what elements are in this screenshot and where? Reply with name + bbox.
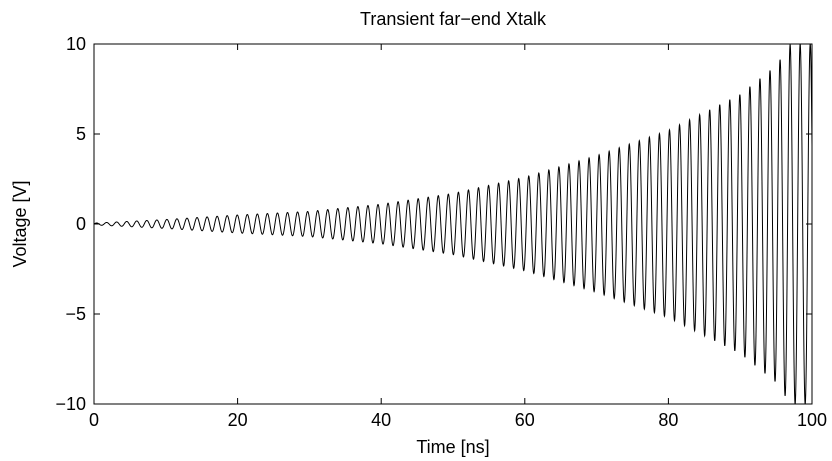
x-tick-label: 0	[89, 410, 99, 430]
x-tick-label: 60	[515, 410, 535, 430]
y-tick-label: −5	[65, 304, 86, 324]
x-tick-label: 100	[797, 410, 827, 430]
x-tick-label: 20	[228, 410, 248, 430]
y-tick-label: −10	[55, 394, 86, 414]
xtalk-signal-line	[94, 44, 812, 404]
y-axis-label: Voltage [V]	[10, 180, 30, 267]
y-tick-label: 0	[76, 214, 86, 234]
x-axis-label: Time [ns]	[416, 437, 489, 457]
tick-labels: 0 20 40 60 80 100 10 5 0 −5 −10	[55, 34, 827, 430]
x-tick-label: 40	[371, 410, 391, 430]
y-tick-label: 10	[66, 34, 86, 54]
x-tick-label: 80	[658, 410, 678, 430]
plot-frame	[93, 43, 813, 405]
y-tick-label: 5	[76, 124, 86, 144]
chart-title: Transient far−end Xtalk	[360, 9, 547, 29]
axis-ticks	[93, 43, 813, 405]
